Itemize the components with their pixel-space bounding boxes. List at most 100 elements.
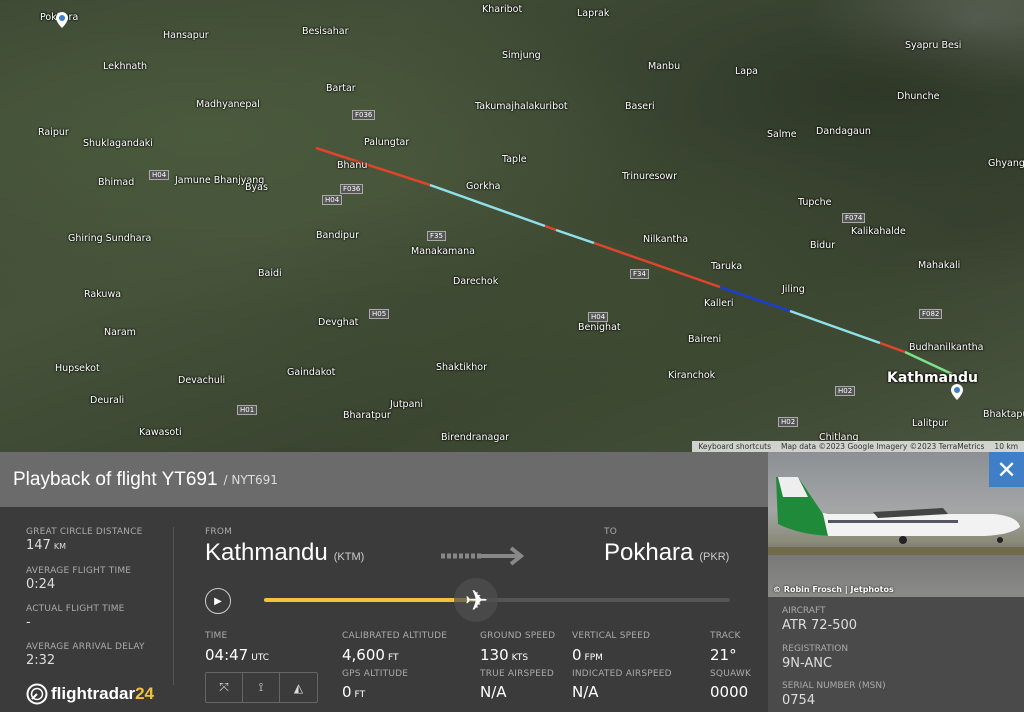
vertical-speed: 0 FPM [572,646,603,664]
origin-city: Kathmandu (KTM) [205,539,364,567]
route-segment [593,241,721,289]
place-label: Jiling [782,284,805,295]
place-label: Madhyanepal [196,99,260,110]
place-label: Benighat [578,322,621,333]
route-segment [544,224,557,232]
photo-credit[interactable]: © Robin Frosch | Jetphotos [773,585,894,594]
place-label: Manakamana [411,246,475,257]
road-label: F036 [340,184,364,194]
place-label: Syapru Besi [905,40,962,51]
time-label: TIME [205,631,228,641]
fit-view-icon[interactable]: ⤧ [206,673,243,702]
playback-progress [264,598,477,602]
road-label: H04 [322,195,343,205]
keyboard-shortcuts-link[interactable]: Keyboard shortcuts [698,442,771,451]
place-label: Shaktikhor [436,362,487,373]
flightradar24-logo[interactable]: flightradar 24 [26,683,154,705]
ground-speed: 130 KTS [480,646,528,664]
road-label: F35 [427,231,446,241]
aircraft-label: AIRCRAFT [782,606,826,616]
map[interactable]: PokharaHansapurBesisaharKharibotLaprakSy… [0,0,1024,452]
place-label: Bandipur [316,230,359,241]
road-label: H02 [835,386,856,396]
gs-value: 130 [480,646,509,664]
place-label: Takumajhalakuribot [475,101,568,112]
place-label: Manbu [648,61,681,72]
place-label: Palungtar [364,137,410,148]
kathmandu-label: Kathmandu [887,370,978,386]
destination-pin-icon[interactable] [951,384,963,400]
route-segment [315,146,431,187]
registration-label: REGISTRATION [782,644,849,654]
place-label: Raipur [38,127,69,138]
true-airspeed: N/A [480,683,507,701]
aircraft-image [768,477,1024,555]
place-label: Naram [104,327,136,338]
place-label: Devachuli [178,375,226,386]
stat-label: GREAT CIRCLE DISTANCE [26,527,143,537]
origin-pin-icon[interactable] [56,12,68,28]
playback-slider[interactable]: ✈ [264,578,730,622]
destination-name: Pokhara [604,539,694,566]
distance-value: 147 [26,538,51,553]
place-label: Birendranagar [441,432,510,443]
playback-header: Playback of flight YT691 / NYT691 [0,452,768,507]
origin-name: Kathmandu [205,539,328,566]
place-label: Budhanilkantha [909,342,984,353]
cal-alt-value: 4,600 [342,646,385,664]
place-label: Lapa [735,66,758,77]
calibrated-altitude: 4,600 FT [342,646,398,664]
squawk-value: 0000 [710,683,749,701]
close-button[interactable]: ✕ [989,452,1024,487]
place-label: Gaindakot [287,367,336,378]
slider-handle-plane-icon[interactable]: ✈ [454,578,499,622]
gps-alt-value: 0 [342,683,352,701]
place-label: Ghyang [988,158,1024,169]
place-label: Baseri [625,101,655,112]
place-label: Lalitpur [912,418,949,429]
place-label: Besisahar [302,26,349,37]
place-label: Taple [502,154,527,165]
place-label: Ghiring Sundhara [68,233,152,244]
map-data-credit: Map data ©2023 Google Imagery ©2023 Terr… [780,442,985,451]
place-label: Bidur [810,240,836,251]
place-label: Mahakali [918,260,961,271]
play-button[interactable]: ▶ [205,588,231,614]
place-label: Baidi [258,268,282,279]
route-icon[interactable]: ⟟ [243,673,280,702]
place-label: Dandagaun [816,126,871,137]
map-attribution: Keyboard shortcuts Map data ©2023 Google… [692,441,1024,452]
aircraft-photo[interactable]: © Robin Frosch | Jetphotos [768,452,1024,597]
altitude-graph-icon[interactable]: ◭ [293,680,304,695]
actual-flight-time: - [26,615,31,630]
road-label: H04 [588,312,609,322]
place-label: Baireni [688,334,722,345]
place-label: Hupsekot [55,363,100,374]
place-label: Kalikahalde [851,226,906,237]
place-label: Jutpani [390,399,424,410]
stat-label: AVERAGE FLIGHT TIME [26,566,132,576]
route-segment [555,228,595,245]
place-label: Kalleri [704,298,734,309]
scale-label: 10 km [994,442,1018,451]
place-label: Laprak [577,8,610,19]
route-segment [789,309,881,345]
playback-panel: GREAT CIRCLE DISTANCE 147 KM AVERAGE FLIG… [0,507,768,712]
route-segment [879,341,906,354]
route-segment [429,183,546,228]
place-label: Chitlang [819,432,859,443]
stat-label: AVERAGE ARRIVAL DELAY [26,642,145,652]
time-value: 04:47 UTC [205,646,269,664]
cal-alt-unit: FT [387,653,399,663]
place-label: Shuklagandaki [83,138,153,149]
registration-value: 9N-ANC [782,656,833,671]
gps-altitude: 0 FT [342,683,365,701]
road-label: H02 [778,417,799,427]
page-title: Playback of flight YT691 [13,468,218,490]
route-segment [904,350,953,376]
place-label: Trinuresowr [622,171,677,182]
road-label: H05 [369,309,390,319]
from-label: FROM [205,527,233,537]
place-label: Gorkha [466,181,501,192]
place-label: Taruka [711,261,743,272]
